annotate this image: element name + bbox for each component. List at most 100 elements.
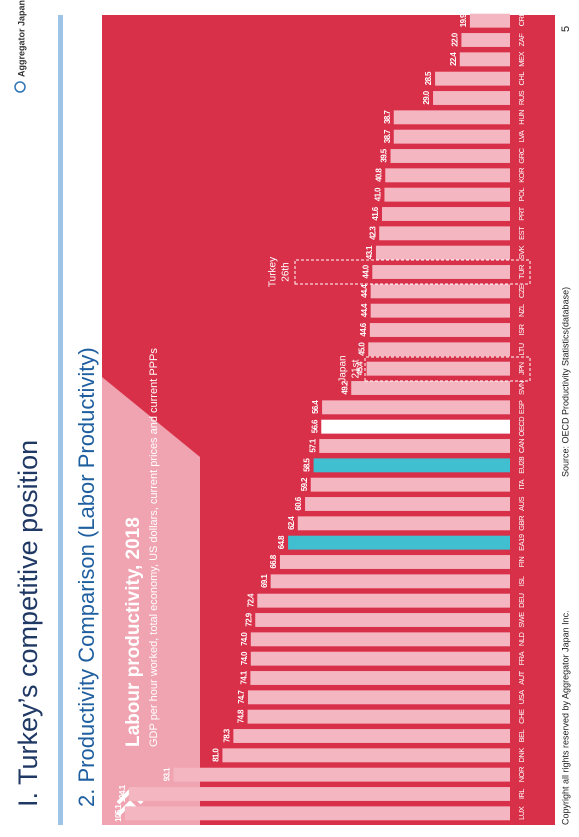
bar [370, 284, 510, 299]
bar [250, 632, 511, 647]
x-tick-label: CZE [517, 284, 526, 298]
highlight-box [294, 259, 531, 285]
bar [385, 168, 511, 183]
value-label: 104.1 [118, 784, 127, 802]
value-label: 74.1 [240, 670, 249, 684]
annotation: 21st [351, 359, 362, 378]
x-tick-label: AUT [517, 670, 526, 684]
value-label: 29.0 [422, 90, 431, 104]
value-label: 40.8 [374, 168, 383, 182]
x-tick-label: OECD [517, 416, 526, 437]
value-label: 42.3 [368, 226, 377, 240]
x-tick-label: LUX [517, 806, 526, 820]
value-label: 105.1 [114, 804, 123, 822]
value-label: 38.7 [383, 129, 392, 143]
x-tick-label: LTU [517, 343, 526, 355]
x-tick-label: ZAF [517, 33, 526, 47]
x-tick-label: GRC [517, 147, 526, 163]
bar [369, 323, 510, 337]
bar [393, 110, 511, 125]
logo: Aggregator Japan [16, 0, 26, 77]
value-label: 44.4 [360, 284, 369, 298]
value-label: 64.8 [277, 535, 286, 549]
bar [459, 52, 510, 67]
x-tick-label: ITA [517, 479, 526, 489]
bar [384, 187, 511, 202]
value-label: 74.8 [237, 709, 246, 723]
x-tick-label: CRI [517, 15, 526, 27]
bar [250, 671, 511, 685]
value-label: 43.1 [365, 245, 374, 259]
slide-title: I. Turkey’s competitive position [13, 440, 43, 807]
value-label: 28.5 [424, 71, 433, 85]
value-label: 72.4 [246, 593, 255, 607]
x-tick-label: SWE [517, 612, 526, 628]
value-label: 93.1 [163, 767, 172, 781]
value-label: 44.6 [359, 322, 368, 336]
logo-mark [14, 81, 26, 93]
bar [288, 535, 510, 550]
panel-shade [102, 377, 200, 825]
x-tick-label: FRA [517, 651, 526, 665]
value-label: 41.0 [374, 187, 383, 201]
bar [313, 458, 511, 473]
bar [310, 477, 510, 492]
bar [435, 71, 511, 86]
title-rule [58, 15, 63, 825]
x-tick-label: USA [517, 690, 526, 704]
x-tick-label: GBR [517, 515, 526, 531]
bar [368, 342, 510, 357]
x-tick-label: ISR [517, 323, 526, 335]
value-label: 72.9 [244, 612, 253, 626]
value-label: 41.6 [371, 206, 380, 220]
value-label: 74.0 [240, 651, 249, 665]
bar [321, 419, 510, 434]
x-tick-label: IRL [517, 789, 526, 800]
bar [375, 245, 510, 260]
x-tick-label: LVA [517, 130, 526, 142]
value-label: 22.4 [449, 52, 458, 66]
x-tick-label: SVN [517, 381, 526, 395]
bar [469, 13, 510, 28]
x-tick-label: PRT [517, 206, 526, 220]
source: Source: OECD Productivity Statistics(dat… [560, 287, 570, 477]
bar [124, 806, 510, 821]
x-tick-label: HUN [517, 110, 526, 125]
x-tick-label: DEU [517, 593, 526, 607]
chart-subtitle: GDP per hour worked, total economy, US d… [148, 348, 160, 747]
bar [372, 265, 510, 279]
bar [222, 748, 510, 763]
bar [173, 767, 510, 782]
x-tick-label: EU28 [517, 457, 526, 474]
annotation: Turkey [268, 257, 279, 287]
x-tick-label: BEL [517, 729, 526, 742]
value-label: 38.7 [383, 110, 392, 124]
x-tick-label: FIN [517, 557, 526, 568]
value-label: 45.0 [357, 342, 366, 356]
chart-title: Labour productivity, 2018 [123, 517, 144, 747]
x-tick-label: NZL [517, 304, 526, 317]
bar [393, 129, 511, 144]
bar [382, 207, 510, 221]
slide-subtitle: 2. Productivity Comparison (Labor Produc… [74, 347, 99, 807]
bar [319, 439, 510, 453]
x-tick-label: CHL [517, 72, 526, 86]
x-tick-label: JPN [517, 362, 526, 375]
page-number: 5 [560, 26, 572, 32]
x-tick-label: DNK [517, 748, 526, 763]
bar [247, 709, 510, 724]
bar [297, 516, 510, 531]
x-tick-label: MEX [517, 51, 526, 66]
value-label: 78.3 [222, 728, 231, 742]
value-label: 81.0 [212, 748, 221, 762]
x-tick-label: NOR [517, 766, 526, 782]
bar [305, 497, 510, 511]
x-tick-label: SVK [517, 245, 526, 259]
x-tick-label: POL [517, 188, 526, 202]
highlight-box [364, 356, 531, 382]
copyright: Copyright all rights reserved by Aggrega… [560, 610, 570, 825]
bar [351, 381, 510, 395]
value-label: 66.8 [269, 554, 278, 568]
